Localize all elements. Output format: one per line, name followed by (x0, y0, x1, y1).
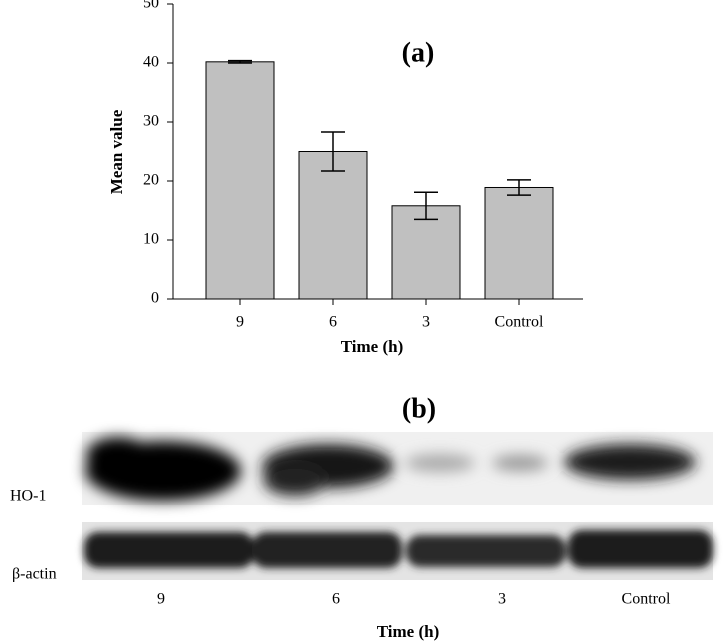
x-tick-label: 3 (422, 314, 430, 331)
row-label: β-actin (12, 566, 57, 583)
x-tick-label: 6 (329, 314, 337, 331)
blot-actin (82, 522, 713, 580)
row-label: HO-1 (10, 488, 46, 505)
lane-label: 6 (332, 591, 340, 608)
bar (206, 62, 274, 299)
blot-title: (b) (402, 393, 436, 424)
x-tick-label: Control (495, 314, 544, 331)
lane-label: 3 (498, 591, 506, 608)
y-tick-label: 0 (151, 290, 159, 307)
x-axis-label: Time (h) (341, 337, 404, 356)
lane-label: Control (622, 591, 671, 608)
y-tick-label: 40 (143, 54, 159, 71)
y-tick-label: 50 (143, 0, 159, 12)
bar (299, 152, 367, 300)
y-tick-label: 30 (143, 113, 159, 130)
chart-title: (a) (402, 37, 435, 68)
x-tick-label: 9 (236, 314, 244, 331)
bar (485, 187, 553, 299)
blot-x-label: Time (h) (377, 622, 440, 641)
blot-ho1 (82, 432, 713, 505)
y-axis-label: Mean value (107, 109, 126, 194)
y-tick-label: 20 (143, 172, 159, 189)
y-tick-label: 10 (143, 231, 159, 248)
lane-label: 9 (157, 591, 165, 608)
